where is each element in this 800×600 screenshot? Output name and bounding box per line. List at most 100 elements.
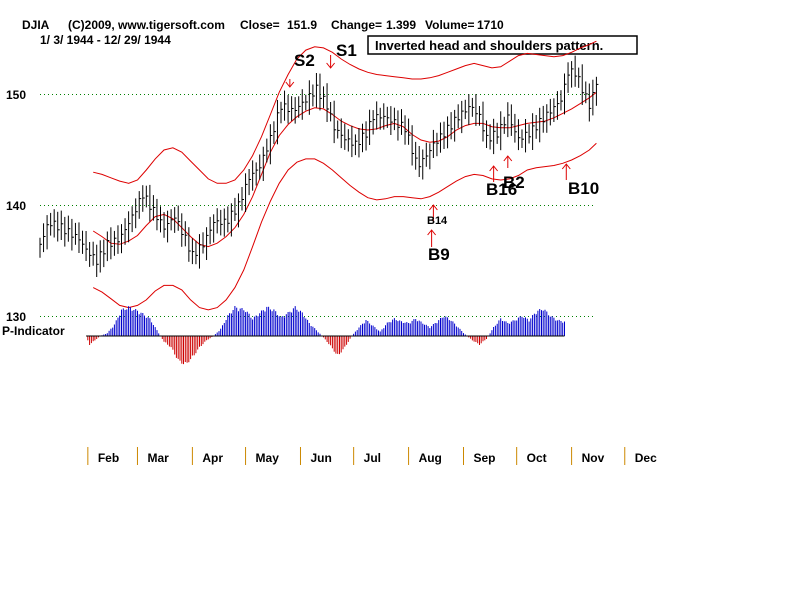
- signal-label: S1: [336, 41, 357, 60]
- price-bar: [510, 104, 514, 136]
- price-bar: [418, 146, 422, 177]
- price-bar: [135, 198, 138, 229]
- price-bar: [436, 132, 439, 157]
- price-bar: [507, 102, 510, 138]
- close-value: 151.9: [287, 18, 317, 32]
- price-bar: [298, 96, 301, 118]
- price-bar: [471, 97, 475, 117]
- price-bar: [159, 206, 163, 233]
- annotation-box: Inverted head and shoulders pattern.: [367, 35, 638, 55]
- month-label: May: [256, 451, 280, 465]
- price-bar: [351, 125, 354, 158]
- price-bar: [408, 118, 411, 145]
- price-bar: [223, 208, 227, 237]
- price-bar: [457, 104, 461, 129]
- price-bar: [564, 73, 567, 115]
- price-bar: [379, 107, 383, 130]
- price-bar: [454, 109, 457, 142]
- price-bar: [369, 109, 372, 145]
- price-bar: [99, 240, 103, 273]
- price-bar: [191, 238, 195, 265]
- price-bar: [53, 209, 57, 238]
- lower-band-line: [92, 142, 597, 311]
- price-bar: [227, 206, 230, 233]
- price-bar: [188, 227, 191, 262]
- price-bar: [106, 231, 110, 262]
- price-bar: [145, 185, 149, 208]
- signal-arrow-head: [285, 81, 295, 88]
- p-indicator-histogram: [86, 306, 565, 365]
- price-bar: [167, 210, 170, 243]
- price-bar: [532, 113, 535, 150]
- bands: [92, 40, 597, 311]
- price-bar: [291, 96, 294, 121]
- symbol-label: DJIA: [22, 18, 50, 32]
- annotation-text: Inverted head and shoulders pattern.: [375, 38, 603, 53]
- price-bar: [553, 98, 556, 122]
- price-bar: [92, 241, 96, 266]
- price-bar: [383, 103, 386, 130]
- price-bar: [362, 123, 365, 153]
- price-bar: [567, 62, 571, 93]
- price-bar: [273, 121, 276, 144]
- y-tick-label: 140: [6, 199, 26, 213]
- signal-arrow-head: [561, 163, 571, 170]
- signal-s1: S1: [326, 41, 357, 69]
- price-bar: [496, 122, 500, 144]
- price-bar: [539, 107, 542, 143]
- month-label: Apr: [202, 451, 223, 465]
- price-bar: [113, 230, 117, 256]
- price-bar: [372, 110, 376, 135]
- price-bar: [439, 122, 443, 153]
- price-bar: [468, 94, 471, 125]
- volume-value: 1710: [477, 18, 504, 32]
- price-bar: [489, 124, 493, 150]
- price-bar: [206, 227, 209, 260]
- price-bar: [393, 107, 397, 131]
- price-bar: [170, 209, 174, 231]
- price-bar: [319, 73, 322, 111]
- price-bar: [500, 111, 503, 151]
- price-bar: [443, 121, 447, 149]
- month-label: Aug: [419, 451, 442, 465]
- price-bar: [163, 212, 167, 238]
- price-bar: [82, 230, 85, 254]
- price-bar: [595, 76, 599, 106]
- price-bar: [571, 61, 574, 88]
- price-bar: [138, 191, 142, 219]
- price-bar: [528, 124, 532, 144]
- price-bar: [326, 83, 330, 122]
- price-bar: [340, 118, 344, 149]
- price-bar: [358, 128, 361, 158]
- signal-arrow-head: [503, 155, 513, 162]
- price-bar: [74, 222, 78, 245]
- price-bar: [376, 101, 379, 130]
- price-bar: [308, 80, 312, 115]
- price-bar: [478, 106, 482, 126]
- price-bar: [128, 211, 131, 243]
- price-bar: [305, 94, 308, 111]
- annotation-border: [367, 35, 638, 55]
- signal-arrow-head: [428, 204, 438, 211]
- price-bar: [43, 223, 46, 253]
- price-bar: [294, 97, 298, 124]
- price-bar: [46, 215, 50, 250]
- price-bar: [337, 120, 340, 139]
- price-bar: [142, 185, 145, 212]
- signal-label: B9: [428, 245, 450, 264]
- price-bar: [425, 142, 429, 167]
- price-bar: [447, 116, 450, 149]
- price-bar: [517, 119, 521, 151]
- price-bar: [259, 154, 262, 180]
- price-bar: [315, 73, 319, 108]
- price-bar: [404, 115, 408, 145]
- price-bar: [216, 208, 220, 234]
- price-bar: [574, 55, 578, 87]
- price-bar: [198, 234, 202, 269]
- month-label: Oct: [527, 451, 547, 465]
- price-bar: [525, 119, 528, 153]
- price-bar: [78, 222, 81, 253]
- price-bar: [209, 216, 213, 245]
- price-bar: [85, 231, 89, 261]
